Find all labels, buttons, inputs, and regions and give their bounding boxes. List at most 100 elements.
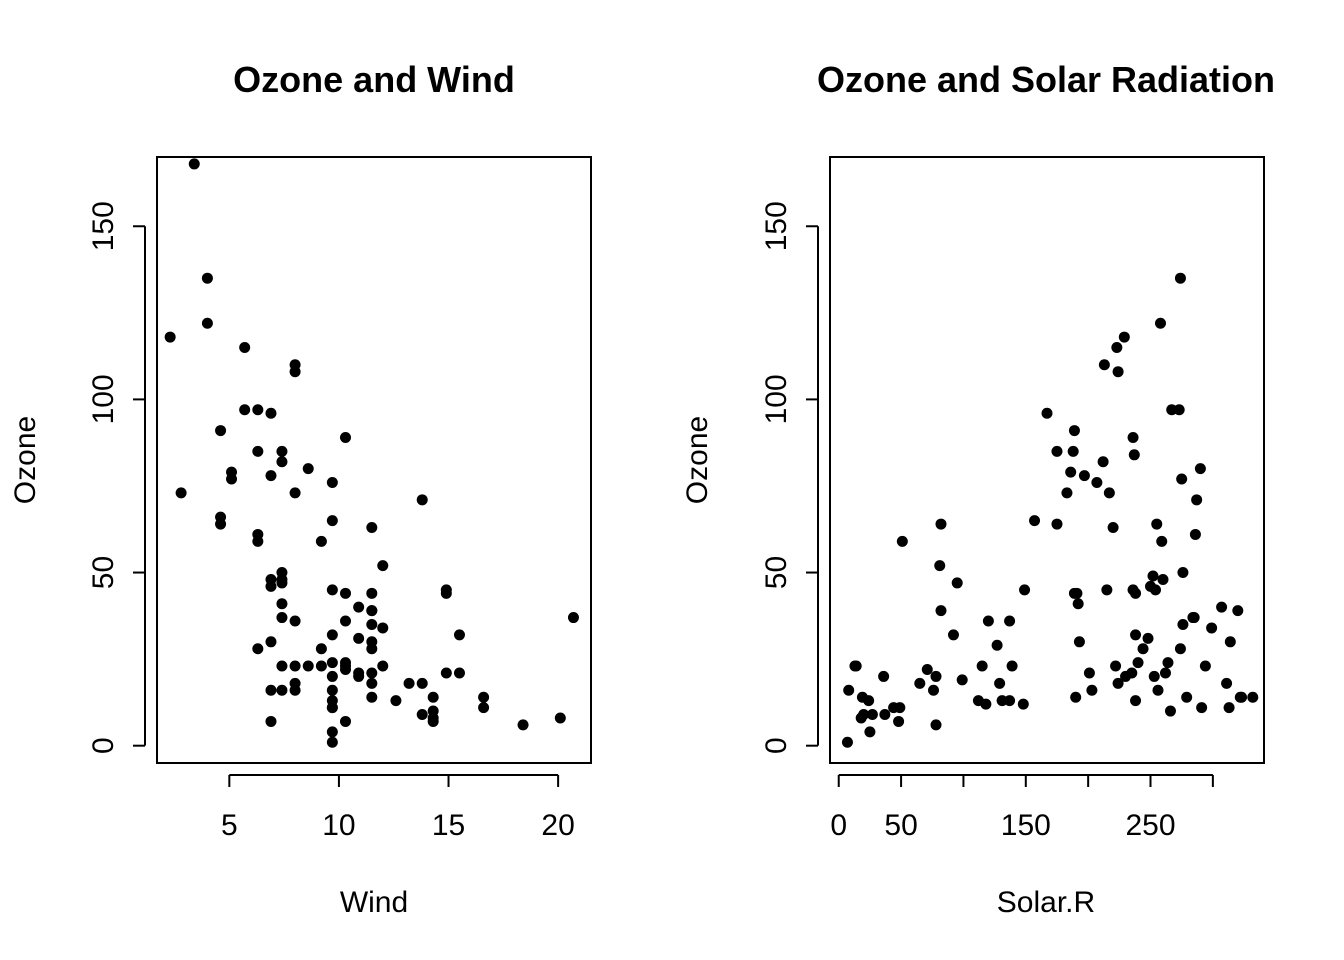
data-point	[366, 691, 378, 703]
data-point	[1070, 691, 1082, 703]
data-point	[930, 719, 942, 731]
data-point	[1174, 272, 1186, 284]
data-point	[164, 331, 176, 343]
data-point	[1223, 702, 1235, 714]
data-point	[175, 487, 187, 499]
data-point	[315, 660, 327, 672]
data-point	[326, 629, 338, 641]
data-point	[1147, 570, 1159, 582]
data-point	[416, 677, 428, 689]
data-point	[366, 605, 378, 617]
data-point	[1132, 657, 1144, 669]
data-point	[1216, 601, 1228, 613]
data-point	[1150, 584, 1161, 596]
data-point	[252, 445, 264, 457]
x-tick-label: 150	[1001, 809, 1051, 842]
data-point	[1041, 407, 1053, 419]
x-axis-label: Wind	[340, 886, 408, 919]
data-point	[858, 709, 870, 721]
data-point	[340, 615, 352, 627]
data-point	[315, 643, 327, 655]
x-tick-label: 10	[322, 809, 355, 842]
x-tick-label: 20	[541, 809, 574, 842]
data-point	[302, 463, 314, 475]
data-point	[1236, 691, 1248, 703]
data-point	[1152, 684, 1164, 696]
scatter-panel-ozone-wind: Ozone and Wind 5 10 15 20 0 50 100 150 Wind Oz…	[9, 59, 592, 919]
data-point	[1177, 618, 1189, 630]
plot-frame	[829, 156, 1265, 764]
data-point	[1232, 605, 1244, 617]
data-point	[366, 677, 378, 689]
data-point	[1130, 629, 1142, 641]
data-point	[1154, 317, 1166, 329]
data-point	[201, 272, 213, 284]
data-point	[353, 601, 365, 613]
data-point	[1118, 331, 1130, 343]
data-point	[1065, 466, 1077, 478]
data-point	[567, 612, 579, 624]
data-point	[863, 695, 875, 707]
data-point	[1051, 445, 1063, 457]
y-axis: 0 50 100 150	[760, 201, 819, 754]
data-point	[980, 698, 992, 710]
data-point	[1206, 622, 1218, 634]
data-point	[1073, 636, 1085, 648]
data-point	[226, 473, 238, 485]
data-point	[1029, 515, 1041, 527]
data-point	[453, 629, 465, 641]
data-point	[1130, 695, 1142, 707]
data-point	[1176, 473, 1188, 485]
data-points	[164, 158, 579, 748]
data-point	[991, 639, 1003, 651]
data-point	[864, 726, 876, 738]
data-point	[315, 535, 327, 547]
data-point	[265, 580, 277, 592]
data-point	[252, 535, 264, 547]
data-point	[265, 684, 277, 696]
data-point	[1097, 456, 1109, 468]
data-point	[403, 677, 415, 689]
data-point	[935, 605, 947, 617]
data-point	[956, 674, 968, 686]
data-point	[1188, 612, 1200, 624]
data-point	[478, 702, 490, 714]
data-point	[366, 643, 378, 655]
data-point	[1051, 518, 1063, 530]
data-point	[1164, 705, 1176, 717]
data-point	[1112, 677, 1124, 689]
data-point	[1224, 636, 1236, 648]
data-point	[896, 535, 908, 547]
data-point	[440, 587, 452, 599]
data-point	[921, 664, 933, 676]
data-point	[841, 736, 853, 748]
data-point	[265, 407, 277, 419]
y-tick-label: 50	[87, 556, 120, 589]
data-points	[841, 272, 1259, 748]
data-point	[289, 660, 301, 672]
x-tick-label: 0	[830, 809, 847, 842]
data-point	[1137, 643, 1149, 655]
data-point	[326, 657, 338, 669]
data-point	[1112, 366, 1124, 378]
data-point	[1006, 660, 1018, 672]
data-point	[1151, 518, 1163, 530]
data-point	[366, 587, 378, 599]
data-point	[289, 615, 301, 627]
data-point	[1247, 691, 1259, 703]
data-point	[930, 670, 942, 682]
data-point	[1174, 643, 1186, 655]
data-point	[239, 404, 251, 416]
data-point	[377, 560, 389, 572]
data-point	[1156, 535, 1168, 547]
plot-frame	[156, 156, 592, 764]
data-point	[416, 494, 428, 506]
data-point	[893, 715, 905, 727]
data-point	[843, 684, 855, 696]
data-point	[1148, 670, 1160, 682]
data-point	[1061, 487, 1073, 499]
data-point	[1221, 677, 1233, 689]
y-axis-label: Ozone	[9, 416, 42, 504]
data-point	[1072, 598, 1084, 610]
data-point	[1107, 522, 1119, 534]
